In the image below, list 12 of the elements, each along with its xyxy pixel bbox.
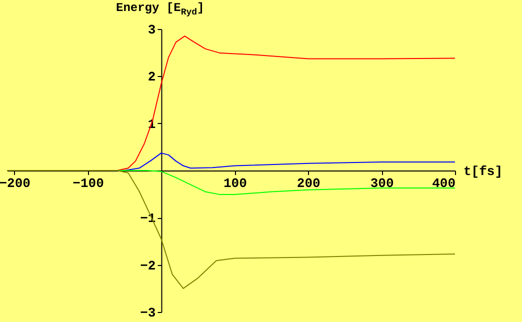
- y-tick-label: −2: [140, 258, 156, 274]
- y-tick-label: −3: [140, 306, 156, 320]
- y-tick-label: 3: [148, 22, 156, 38]
- x-tick-label: −200: [0, 176, 31, 191]
- x-tick-label: 200: [296, 176, 321, 191]
- x-tick-label: 400: [432, 176, 456, 191]
- y-axis-title: Energy [E$_{Ryd}$]: [116, 1, 204, 18]
- x-tick-label: 300: [370, 176, 394, 191]
- x-tick-label: −100: [72, 176, 104, 191]
- x-axis-title: t[fs]: [464, 164, 503, 179]
- y-tick-label: 2: [148, 70, 156, 85]
- x-tick-label: 100: [223, 176, 248, 191]
